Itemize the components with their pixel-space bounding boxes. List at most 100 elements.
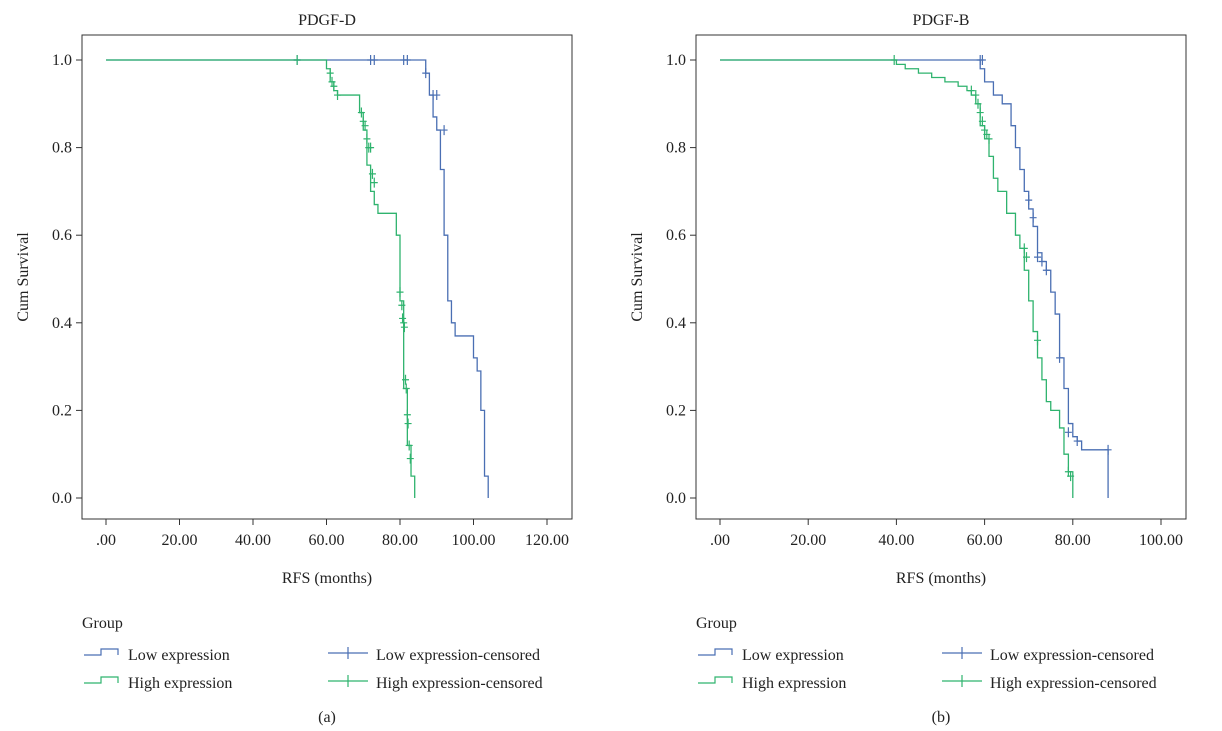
censor-mark-high — [406, 453, 414, 464]
censor-mark-high — [330, 81, 338, 92]
y-tick-label: 0.2 — [52, 402, 72, 419]
legend-title: Group — [696, 615, 737, 632]
censor-mark-low — [1034, 252, 1042, 263]
x-tick-label: 40.00 — [878, 532, 914, 549]
y-tick-label: 0.6 — [52, 227, 72, 244]
plot-frame — [695, 34, 1187, 520]
censor-mark-high — [1034, 335, 1042, 346]
censor-mark-high — [402, 383, 410, 394]
legend-swatch-low-censored — [942, 647, 982, 659]
censored-markers — [890, 55, 1112, 482]
legend-swatch-high — [698, 676, 733, 684]
censor-mark-low — [440, 125, 448, 136]
censor-mark-high — [967, 85, 975, 96]
y-tick-label: 0.0 — [666, 490, 686, 507]
legend-swatch-low-censored — [328, 647, 368, 659]
panel-label: (a) — [318, 709, 336, 726]
censor-mark-high — [1022, 252, 1030, 263]
legend-swatch-low — [84, 648, 119, 656]
y-tick-label: 0.4 — [666, 315, 686, 332]
survival-curve-high — [720, 59, 1074, 498]
censor-mark-low — [1042, 265, 1050, 276]
chart-title: PDGF-D — [298, 12, 356, 29]
x-tick-label: 20.00 — [790, 532, 826, 549]
censor-mark-high — [359, 116, 367, 127]
legend-swatch-high — [84, 676, 119, 684]
censor-mark-high — [978, 116, 986, 127]
legend-title: Group — [82, 615, 123, 632]
survival-curve-low — [106, 59, 489, 498]
censor-mark-high — [368, 168, 376, 179]
x-tick-label: .00 — [96, 532, 116, 549]
legend-swatch-high-censored — [328, 675, 368, 687]
axis-ticks: .00 20.00 40.00 60.00 80.00 100.00 120.00 0.0 0.… — [52, 52, 569, 549]
x-tick-label: 80.00 — [382, 532, 418, 549]
censor-mark-low — [1104, 444, 1112, 455]
x-tick-label: 100.00 — [452, 532, 496, 549]
censored-markers — [293, 55, 448, 464]
censor-mark-high — [399, 313, 407, 324]
y-axis-label: Cum Survival — [629, 232, 646, 322]
legend-label-low: Low expression — [128, 647, 230, 664]
axis-ticks: .00 20.00 40.00 60.00 80.00 100.00 0.0 0.2 0.4 0.… — [666, 52, 1183, 549]
censor-mark-high — [400, 322, 408, 333]
survival-curves — [720, 59, 1109, 498]
censor-mark-high — [293, 55, 301, 65]
legend-label-low-censored: Low expression-censored — [376, 647, 540, 664]
legend-label-high-censored: High expression-censored — [990, 675, 1157, 692]
x-tick-label: 40.00 — [235, 532, 271, 549]
y-tick-label: 0.4 — [52, 315, 72, 332]
y-tick-label: 0.2 — [666, 402, 686, 419]
censor-mark-low — [403, 55, 411, 65]
x-tick-label: 20.00 — [162, 532, 198, 549]
censor-mark-low — [1073, 436, 1081, 447]
censor-mark-high — [334, 90, 342, 101]
censor-mark-high — [890, 55, 898, 65]
censor-mark-low — [433, 90, 441, 101]
legend-swatch-high-censored — [942, 675, 982, 687]
censor-mark-high — [367, 142, 375, 153]
censor-mark-high — [1067, 471, 1075, 482]
censor-mark-low — [978, 55, 986, 65]
y-tick-label: 1.0 — [666, 52, 686, 69]
y-tick-label: 0.6 — [666, 227, 686, 244]
censor-mark-high — [985, 133, 993, 144]
legend-label-high: High expression — [128, 675, 232, 692]
chart-title: PDGF-B — [913, 12, 970, 29]
legend-label-low: Low expression — [742, 647, 844, 664]
legend: Group Low expression High expression Low… — [82, 615, 543, 692]
legend-label-low-censored: Low expression-censored — [990, 647, 1154, 664]
x-tick-label: 80.00 — [1055, 532, 1091, 549]
censor-mark-high — [357, 107, 365, 118]
censor-mark-high — [404, 418, 412, 429]
censor-mark-low — [1064, 427, 1072, 438]
survival-curve-low — [720, 59, 1109, 498]
censor-mark-high — [363, 133, 371, 144]
censor-mark-high — [403, 409, 411, 420]
x-axis-label: RFS (months) — [282, 570, 372, 587]
panel-b: PDGF-B Cum Survival RFS (months) .00 20.0… — [629, 12, 1187, 726]
x-axis-label: RFS (months) — [896, 570, 986, 587]
legend: Group Low expression High expression Low… — [696, 615, 1157, 692]
legend-label-high: High expression — [742, 675, 846, 692]
panel-a: PDGF-D Cum Survival RFS (months) .00 20.0… — [15, 12, 573, 726]
y-tick-label: 0.0 — [52, 490, 72, 507]
x-tick-label: 120.00 — [525, 532, 569, 549]
censor-mark-low — [370, 55, 378, 65]
censor-mark-high — [402, 374, 410, 385]
censor-mark-high — [370, 177, 378, 188]
censor-mark-low — [1029, 212, 1037, 223]
censor-mark-high — [398, 300, 406, 311]
y-tick-label: 0.8 — [52, 140, 72, 157]
y-axis-label: Cum Survival — [15, 232, 32, 322]
censor-mark-low — [1056, 352, 1064, 363]
x-tick-label: 60.00 — [309, 532, 345, 549]
censor-mark-high — [974, 98, 982, 109]
survival-curves — [106, 59, 489, 498]
x-tick-label: 60.00 — [967, 532, 1003, 549]
censor-mark-high — [1020, 243, 1028, 254]
legend-label-high-censored: High expression-censored — [376, 675, 543, 692]
censor-mark-high — [400, 317, 408, 328]
censor-mark-high — [972, 90, 980, 101]
